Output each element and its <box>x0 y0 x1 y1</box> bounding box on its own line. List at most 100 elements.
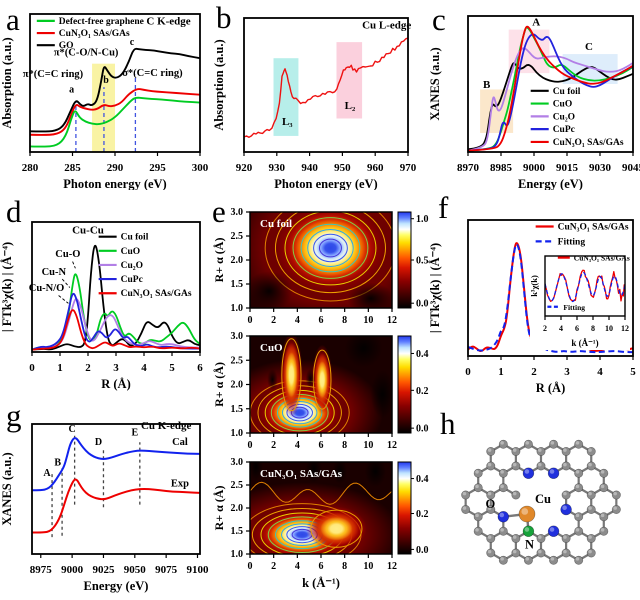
svg-text:CuPc: CuPc <box>553 125 575 135</box>
svg-text:a: a <box>69 85 74 96</box>
svg-text:930: 930 <box>269 162 286 174</box>
svg-text:4: 4 <box>141 362 147 374</box>
svg-text:Cu L-edge: Cu L-edge <box>362 20 411 32</box>
svg-text:920: 920 <box>236 162 253 174</box>
svg-text:4: 4 <box>295 315 300 326</box>
svg-text:k (Å⁻¹): k (Å⁻¹) <box>571 338 598 348</box>
svg-text:Photon energy (eV): Photon energy (eV) <box>274 177 377 190</box>
svg-text:940: 940 <box>301 162 318 174</box>
svg-text:9000: 9000 <box>61 564 84 576</box>
svg-text:E: E <box>131 428 138 439</box>
svg-text:π*(C-O/N-Cu): π*(C-O/N-Cu) <box>54 47 119 58</box>
svg-text:c: c <box>130 37 135 48</box>
svg-text:0: 0 <box>29 362 35 374</box>
svg-text:Cu foil: Cu foil <box>260 218 292 230</box>
svg-text:2.5: 2.5 <box>231 355 244 366</box>
panel-e-wavelet-cu-foil: Cu foil 0 2 4 6 8 10 12 1.0 1.5 2.0 2.5 3.0 R+ α (Å) 1… <box>210 194 450 328</box>
panel-letter-e: e <box>212 194 226 229</box>
svg-text:O: O <box>485 497 495 511</box>
svg-text:5: 5 <box>630 366 636 378</box>
svg-text:2.0: 2.0 <box>231 503 244 514</box>
svg-text:0: 0 <box>248 440 253 451</box>
svg-text:2: 2 <box>531 366 537 378</box>
svg-text:XANES (a.u.): XANES (a.u.) <box>0 452 14 525</box>
svg-text:Fitting: Fitting <box>563 303 585 312</box>
svg-text:R+ α (Å): R+ α (Å) <box>212 238 226 283</box>
svg-text:CuPc: CuPc <box>121 275 143 285</box>
svg-text:1.0: 1.0 <box>416 214 429 225</box>
panel-g-xanes-cal-exp-chart: 8975 9000 9025 9050 9075 9100 Energy (eV) XANES… <box>0 398 212 600</box>
svg-text:4: 4 <box>295 561 300 572</box>
svg-text:8: 8 <box>342 315 347 326</box>
svg-text:Defect-free graphene: Defect-free graphene <box>59 17 144 27</box>
svg-text:10: 10 <box>363 561 373 572</box>
panel-letter-b: b <box>216 0 232 35</box>
svg-text:960: 960 <box>367 162 384 174</box>
svg-text:C K-edge: C K-edge <box>146 15 190 27</box>
svg-text:CuN₃O₁ SAs/GAs: CuN₃O₁ SAs/GAs <box>574 254 630 263</box>
svg-text:285: 285 <box>64 162 81 174</box>
svg-text:0.2: 0.2 <box>416 509 429 520</box>
svg-text:10: 10 <box>363 315 373 326</box>
svg-text:0.0: 0.0 <box>416 299 429 310</box>
svg-text:1.0: 1.0 <box>231 549 244 560</box>
svg-text:Absorption (a.u.): Absorption (a.u.) <box>212 39 226 130</box>
panel-f-kspace-fitting-inset: 2 4 6 8 10 12 k (Å⁻¹) k³χ(k) CuN₃O₁ SAs/GAs Fitti… <box>530 250 630 350</box>
svg-text:300: 300 <box>192 162 209 174</box>
svg-text:C: C <box>585 41 593 53</box>
svg-text:12: 12 <box>387 561 397 572</box>
svg-text:B: B <box>54 458 61 469</box>
svg-text:k (Å⁻¹): k (Å⁻¹) <box>302 576 340 590</box>
svg-text:2.0: 2.0 <box>231 380 244 391</box>
panel-letter-d: d <box>6 194 22 229</box>
svg-text:3: 3 <box>564 366 570 378</box>
svg-text:L₂: L₂ <box>345 100 356 112</box>
panel-e-wavelet-cuo: CuO 0 2 4 6 8 10 12 1.0 1.5 2.0 2.5 3.0 R+ α (Å) 0.4 0.… <box>210 330 450 458</box>
panel-letter-c: c <box>432 2 446 37</box>
panel-f-exafs-fitting-chart: 2 4 6 8 10 12 k (Å⁻¹) k³χ(k) CuN₃O₁ SAs/GAs Fitti… <box>428 192 640 396</box>
svg-text:Cu₂O: Cu₂O <box>553 112 575 122</box>
svg-text:10: 10 <box>605 324 613 333</box>
svg-text:9025: 9025 <box>92 564 115 576</box>
svg-text:8975: 8975 <box>30 564 53 576</box>
panel-d-ft-exafs-chart: 0 1 2 3 4 5 6 R (Å) | FTk³χ(k) | (Å⁻⁴) Cu-Cu Cu-O C… <box>0 196 212 396</box>
svg-text:0.4: 0.4 <box>416 474 429 485</box>
svg-text:9030: 9030 <box>589 162 612 174</box>
svg-text:2: 2 <box>271 315 276 326</box>
panel-c-xanes-comparison-chart: 8970 8985 9000 9015 9030 9045 Energy (eV) XANES… <box>428 0 640 190</box>
svg-text:1.5: 1.5 <box>231 404 244 415</box>
svg-text:295: 295 <box>149 162 166 174</box>
svg-text:Cu-N/O: Cu-N/O <box>29 283 65 294</box>
panel-h-atomic-structure-model: O Cu N <box>442 412 640 600</box>
panel-letter-h: h <box>440 406 456 441</box>
svg-text:12: 12 <box>621 324 629 333</box>
svg-text:R+ α (Å): R+ α (Å) <box>212 486 226 531</box>
svg-text:N: N <box>525 537 534 551</box>
svg-text:Fitting: Fitting <box>558 237 586 247</box>
svg-text:12: 12 <box>387 440 397 451</box>
svg-text:9045: 9045 <box>622 162 640 174</box>
panel-letter-g: g <box>6 398 22 433</box>
svg-text:CuN₃O₁ SAs/GAs: CuN₃O₁ SAs/GAs <box>59 29 130 39</box>
svg-text:970: 970 <box>400 162 417 174</box>
svg-text:2: 2 <box>271 561 276 572</box>
svg-text:6: 6 <box>197 362 203 374</box>
svg-text:Energy (eV): Energy (eV) <box>84 579 149 593</box>
svg-text:GO: GO <box>59 41 74 51</box>
panel-b-cu-l-edge-absorption-chart: 920 930 940 950 960 970 Photon energy (eV) Abso… <box>212 0 430 190</box>
svg-text:Cu K-edge: Cu K-edge <box>141 420 192 432</box>
svg-text:CuN₃O₁ SAs/GAs: CuN₃O₁ SAs/GAs <box>558 222 629 232</box>
svg-text:2.0: 2.0 <box>231 255 244 266</box>
svg-text:CuN₃O₁ SAs/GAs: CuN₃O₁ SAs/GAs <box>553 138 624 148</box>
panel-letter-f: f <box>438 190 449 225</box>
svg-text:1: 1 <box>498 366 504 378</box>
panel-letter-a: a <box>6 2 20 37</box>
svg-text:Cu₂O: Cu₂O <box>121 261 143 271</box>
svg-text:CuO: CuO <box>260 342 283 354</box>
svg-text:10: 10 <box>363 440 373 451</box>
svg-text:3.0: 3.0 <box>231 207 244 218</box>
svg-text:5: 5 <box>169 362 175 374</box>
svg-text:8: 8 <box>591 324 595 333</box>
svg-text:9000: 9000 <box>523 162 546 174</box>
